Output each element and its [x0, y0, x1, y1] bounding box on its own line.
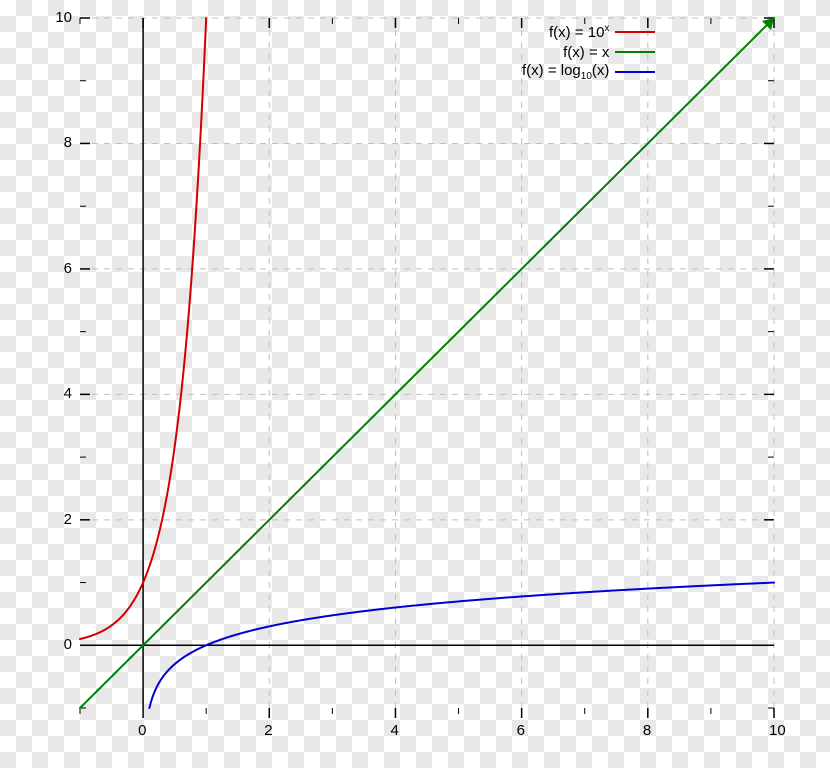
- legend-row-exp10: f(x) = 10x: [522, 22, 655, 42]
- legend-label: f(x) = 10x: [549, 23, 609, 41]
- x-tick-label: 8: [643, 722, 651, 739]
- legend: f(x) = 10x f(x) = xf(x) = log10(x): [522, 22, 655, 82]
- legend-label: f(x) = x: [563, 44, 609, 61]
- x-tick-label: 6: [517, 722, 525, 739]
- chart-svg: [0, 0, 830, 768]
- legend-row-identity: f(x) = x: [522, 42, 655, 62]
- x-tick-label: 0: [138, 722, 146, 739]
- legend-row-log10: f(x) = log10(x): [522, 62, 655, 82]
- x-tick-label: 4: [390, 722, 398, 739]
- y-tick-label: 2: [64, 511, 72, 528]
- legend-label: f(x) = log10(x): [522, 62, 609, 82]
- legend-swatch: [615, 71, 655, 73]
- x-tick-label: 2: [264, 722, 272, 739]
- y-tick-label: 8: [64, 134, 72, 151]
- x-tick-label: 10: [769, 722, 786, 739]
- y-tick-label: 4: [64, 385, 72, 402]
- legend-swatch: [615, 31, 655, 33]
- legend-swatch: [615, 51, 655, 53]
- y-tick-label: 6: [64, 260, 72, 277]
- curves: [80, 18, 774, 708]
- y-tick-label: 10: [55, 9, 72, 26]
- y-tick-label: 0: [64, 636, 72, 653]
